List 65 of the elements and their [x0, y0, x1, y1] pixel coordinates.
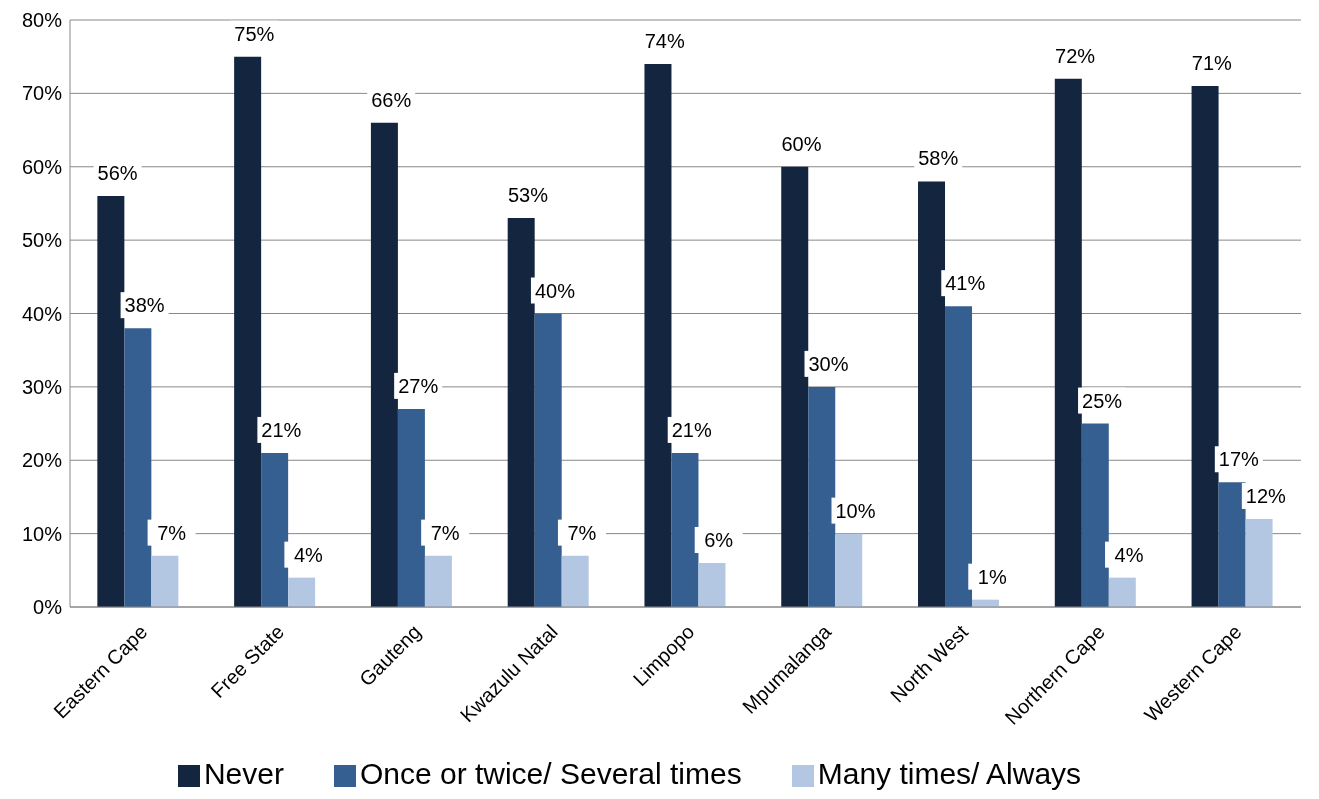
bar — [370, 122, 398, 607]
bar — [1054, 78, 1082, 607]
bar — [507, 218, 535, 607]
legend-label: Many times/ Always — [817, 757, 1082, 790]
bar — [1191, 86, 1219, 607]
bar — [781, 166, 809, 607]
data-label: 38% — [124, 294, 165, 317]
y-tick-label: 30% — [21, 375, 63, 398]
y-tick-label: 60% — [21, 155, 63, 178]
bar — [945, 306, 973, 607]
bar — [698, 562, 726, 607]
data-label: 72% — [1055, 44, 1096, 67]
data-label: 75% — [234, 22, 275, 45]
bar — [124, 328, 152, 607]
data-label: 21% — [671, 418, 712, 441]
bar — [234, 56, 262, 607]
y-tick-label: 50% — [21, 229, 63, 252]
bar — [424, 555, 452, 607]
y-tick-label: 10% — [21, 522, 63, 545]
y-tick-label: 40% — [21, 302, 63, 325]
bar — [97, 196, 125, 607]
bar — [151, 555, 179, 607]
data-label: 7% — [157, 521, 187, 544]
legend-label: Once or twice/ Several times — [359, 757, 742, 790]
data-label: 60% — [781, 132, 822, 155]
data-label: 4% — [1114, 543, 1144, 566]
bar — [671, 452, 699, 607]
y-tick-label: 70% — [21, 82, 63, 105]
data-label: 10% — [835, 499, 876, 522]
bar — [835, 533, 863, 607]
legend-label: Never — [203, 757, 284, 790]
bar — [1108, 577, 1136, 607]
bar — [288, 577, 316, 607]
data-label: 41% — [945, 272, 986, 295]
bar — [1245, 518, 1273, 607]
data-label: 58% — [918, 147, 959, 170]
bar — [261, 452, 289, 607]
data-label: 6% — [704, 528, 734, 551]
bar — [1081, 423, 1109, 607]
data-label: 53% — [507, 184, 549, 207]
bar — [561, 555, 589, 607]
bar — [644, 64, 672, 607]
data-label: 74% — [644, 30, 685, 53]
data-label: 27% — [398, 374, 439, 397]
data-label: 56% — [97, 162, 138, 185]
data-label: 71% — [1191, 52, 1233, 75]
data-label: 7% — [430, 521, 460, 544]
data-label: 1% — [977, 565, 1007, 588]
y-tick-label: 20% — [21, 449, 63, 472]
bar — [918, 181, 946, 607]
data-label: 25% — [1082, 389, 1123, 412]
data-label: 12% — [1245, 484, 1287, 507]
data-label: 4% — [293, 543, 324, 566]
data-label: 17% — [1218, 448, 1260, 471]
bar — [397, 408, 425, 607]
y-tick-label: 0% — [33, 596, 63, 619]
bar — [534, 313, 562, 607]
data-label: 66% — [371, 88, 412, 111]
y-tick-label: 80% — [21, 9, 63, 32]
bar — [808, 386, 836, 607]
data-label: 40% — [534, 279, 576, 302]
data-label: 21% — [261, 418, 302, 441]
data-label: 30% — [808, 352, 849, 375]
data-label: 7% — [567, 521, 597, 544]
bar — [1218, 482, 1246, 607]
